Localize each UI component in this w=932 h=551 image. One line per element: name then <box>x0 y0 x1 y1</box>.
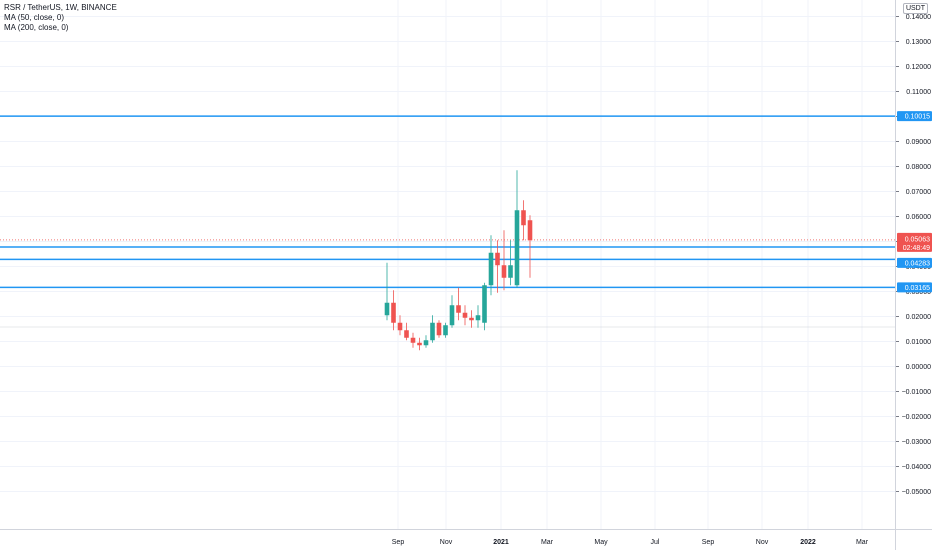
candle-body <box>462 312 468 318</box>
price-tick-label: −0.05000 <box>902 489 931 496</box>
candle-body <box>469 317 474 321</box>
last-price-badge-bg <box>897 232 932 252</box>
price-tick-label: −0.03000 <box>902 439 931 446</box>
price-tick-label: 0.02000 <box>906 314 931 321</box>
candle-body <box>521 210 526 226</box>
candle-body <box>397 322 403 331</box>
price-badge: 0.04283 <box>905 260 930 267</box>
legend-ma200[interactable]: MA (200, close, 0) <box>4 23 69 32</box>
candle-body <box>456 305 461 313</box>
price-tick-label: 0.06000 <box>906 214 931 221</box>
candle-body <box>482 285 487 323</box>
price-tick-label: −0.01000 <box>902 389 931 396</box>
candle-body <box>527 220 533 241</box>
time-axis[interactable]: Sep Nov 2021 Mar May Jul Sep Nov 2022 Mar <box>0 529 895 550</box>
price-tick-label: 0.14000 <box>906 14 931 21</box>
price-tick-label: 0.11000 <box>906 89 931 96</box>
chart-legend: RSR / TetherUS, 1W, BINANCE MA (50, clos… <box>4 3 117 33</box>
price-tick-label: 0.07000 <box>906 189 931 196</box>
chart-area[interactable]: RSR / TetherUS, 1W, BINANCE MA (50, clos… <box>0 0 895 529</box>
price-axis-scale: 0.150000.140000.130000.120000.110000.100… <box>896 14 932 496</box>
candle-body <box>436 322 442 336</box>
price-tick-label: −0.02000 <box>902 414 931 421</box>
time-label: 2022 <box>800 539 816 546</box>
price-tick-label: −0.04000 <box>902 464 931 471</box>
price-badge: 0.03165 <box>905 285 930 292</box>
price-badge-bg <box>897 111 932 122</box>
candle-body <box>423 340 429 346</box>
axis-corner <box>895 529 932 550</box>
price-badge-bg <box>897 282 932 293</box>
candlestick-chart[interactable] <box>0 0 895 529</box>
last-price-badge: 0.05063 <box>905 236 930 243</box>
price-tick-label: 0.00000 <box>906 364 931 371</box>
time-label: Jul <box>651 539 660 546</box>
candle-body <box>384 302 390 316</box>
time-label: Mar <box>541 539 554 546</box>
last-price-countdown: 02:48:49 <box>903 245 930 252</box>
candle-body <box>488 252 494 286</box>
price-tick-label: 0.13000 <box>906 39 931 46</box>
price-tick-label: 0.08000 <box>906 164 931 171</box>
candle-body <box>449 305 455 326</box>
candle-body <box>508 265 513 278</box>
candle-body <box>514 210 520 286</box>
price-tick-label: 0.03000 <box>906 289 931 296</box>
price-tick-label: 0.09000 <box>906 139 931 146</box>
time-label: Sep <box>702 539 715 546</box>
candle-body <box>495 252 500 266</box>
price-badge-bg <box>897 257 932 268</box>
legend-ma50[interactable]: MA (50, close, 0) <box>4 13 65 22</box>
candle-body <box>430 322 435 341</box>
candle-body <box>391 302 396 323</box>
candle-body <box>410 337 416 343</box>
candle-body <box>443 325 448 336</box>
candle-body <box>501 265 507 278</box>
candle-body <box>417 342 422 346</box>
price-tick-label: 0.01000 <box>906 339 931 346</box>
legend-title: RSR / TetherUS, 1W, BINANCE <box>4 3 117 12</box>
price-badge: 0.10015 <box>905 114 930 121</box>
time-axis-scale: Sep Nov 2021 Mar May Jul Sep Nov 2022 Mar <box>392 539 869 546</box>
candle-body <box>404 330 409 338</box>
candle-body <box>475 315 481 321</box>
time-label: May <box>594 539 608 546</box>
time-label: 2021 <box>493 539 509 546</box>
time-label: Nov <box>440 539 453 546</box>
currency-unit-label[interactable]: USDT <box>902 3 928 14</box>
time-label: Sep <box>392 539 405 546</box>
price-tick-label: 0.12000 <box>906 64 931 71</box>
time-label: Mar <box>856 539 869 546</box>
price-axis[interactable]: 0.150000.140000.130000.120000.110000.100… <box>895 0 932 529</box>
time-label: Nov <box>756 539 769 546</box>
